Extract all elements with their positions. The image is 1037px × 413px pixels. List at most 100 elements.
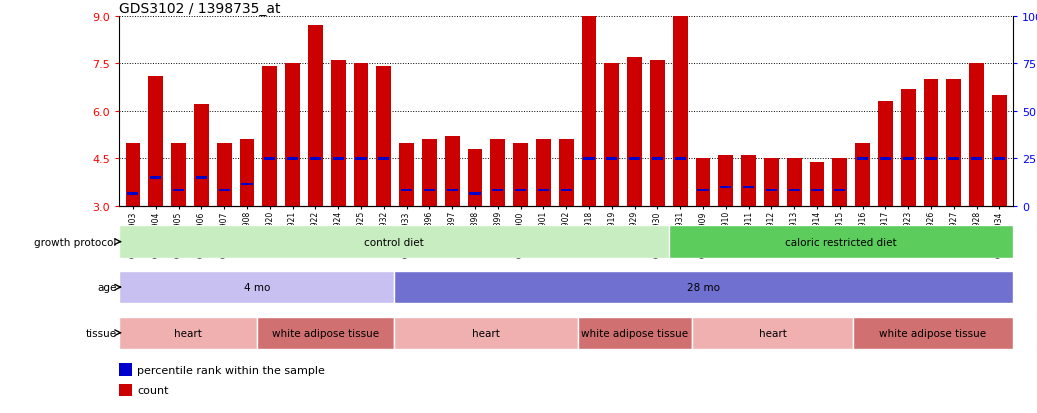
Bar: [219, 190, 230, 192]
Bar: [693, 317, 852, 349]
Bar: [354, 64, 368, 206]
Bar: [812, 190, 822, 192]
Bar: [194, 105, 208, 206]
Bar: [856, 143, 870, 206]
Bar: [379, 158, 389, 160]
Bar: [925, 158, 936, 160]
Bar: [422, 140, 437, 206]
Text: caloric restricted diet: caloric restricted diet: [785, 237, 897, 247]
Text: GDS3102 / 1398735_at: GDS3102 / 1398735_at: [119, 2, 281, 16]
Text: control diet: control diet: [364, 237, 424, 247]
Text: white adipose tissue: white adipose tissue: [272, 328, 380, 338]
Bar: [559, 140, 573, 206]
Text: white adipose tissue: white adipose tissue: [582, 328, 689, 338]
Bar: [468, 150, 482, 206]
Bar: [119, 226, 669, 258]
Bar: [424, 190, 435, 192]
Bar: [629, 158, 640, 160]
Bar: [538, 190, 549, 192]
Bar: [561, 190, 571, 192]
Bar: [513, 143, 528, 206]
Bar: [970, 64, 984, 206]
Bar: [627, 58, 642, 206]
Bar: [470, 192, 480, 195]
Bar: [669, 226, 1013, 258]
Text: 28 mo: 28 mo: [688, 282, 721, 292]
Bar: [673, 17, 688, 207]
Text: age: age: [97, 282, 116, 292]
Bar: [217, 143, 231, 206]
Bar: [787, 159, 802, 206]
Bar: [394, 271, 1013, 304]
Bar: [878, 102, 893, 206]
Bar: [605, 64, 619, 206]
Bar: [993, 158, 1005, 160]
Bar: [948, 158, 959, 160]
Bar: [652, 158, 663, 160]
Bar: [240, 140, 254, 206]
Bar: [901, 89, 916, 206]
Bar: [858, 158, 868, 160]
Bar: [650, 61, 665, 206]
Text: count: count: [137, 386, 168, 396]
Bar: [308, 26, 323, 206]
Bar: [515, 190, 526, 192]
Bar: [264, 158, 275, 160]
Bar: [173, 190, 185, 192]
Bar: [399, 143, 414, 206]
Bar: [356, 158, 366, 160]
Bar: [257, 317, 394, 349]
Text: growth protocol: growth protocol: [34, 237, 116, 247]
Bar: [333, 158, 343, 160]
Bar: [582, 13, 596, 206]
Bar: [376, 67, 391, 206]
Bar: [924, 80, 938, 206]
Bar: [171, 143, 186, 206]
Bar: [992, 96, 1007, 206]
Bar: [491, 140, 505, 206]
Bar: [287, 158, 298, 160]
Bar: [852, 317, 1013, 349]
Bar: [744, 186, 754, 189]
Bar: [764, 159, 779, 206]
Bar: [578, 317, 693, 349]
Bar: [810, 162, 824, 206]
Bar: [119, 317, 257, 349]
Bar: [835, 190, 845, 192]
Text: heart: heart: [174, 328, 202, 338]
Bar: [721, 186, 731, 189]
Bar: [119, 271, 394, 304]
Text: 4 mo: 4 mo: [244, 282, 270, 292]
Bar: [971, 158, 982, 160]
Bar: [196, 177, 207, 179]
Bar: [879, 158, 891, 160]
Bar: [696, 159, 710, 206]
Bar: [947, 80, 961, 206]
Bar: [125, 143, 140, 206]
Bar: [493, 190, 503, 192]
Bar: [719, 156, 733, 206]
Bar: [148, 77, 163, 206]
Bar: [394, 317, 578, 349]
Text: percentile rank within the sample: percentile rank within the sample: [137, 365, 325, 375]
Bar: [310, 158, 320, 160]
Bar: [447, 190, 457, 192]
Bar: [536, 140, 551, 206]
Bar: [128, 192, 139, 195]
Bar: [150, 177, 162, 179]
Bar: [445, 137, 459, 206]
Bar: [833, 159, 847, 206]
Bar: [331, 61, 345, 206]
Bar: [741, 156, 756, 206]
Text: tissue: tissue: [85, 328, 116, 338]
Bar: [584, 158, 594, 160]
Bar: [698, 190, 708, 192]
Bar: [607, 158, 617, 160]
Bar: [285, 64, 300, 206]
Bar: [242, 183, 253, 185]
Bar: [789, 190, 800, 192]
Bar: [675, 158, 685, 160]
Bar: [401, 190, 412, 192]
Bar: [902, 158, 914, 160]
Text: heart: heart: [758, 328, 786, 338]
